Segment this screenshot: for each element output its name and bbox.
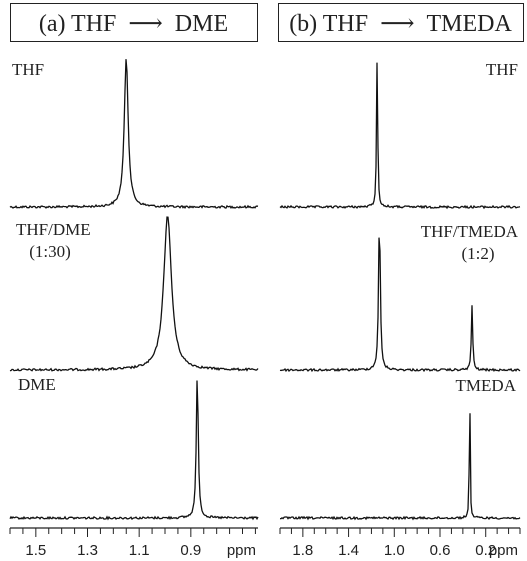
x-tick-label: 0.6: [430, 542, 451, 559]
x-tick-label: 1.0: [384, 542, 405, 559]
panel-title-box: [10, 3, 258, 42]
series-label: (1:2): [461, 244, 494, 263]
panel-title: (b) THF ⟶ TMEDA: [289, 11, 512, 37]
x-tick-label: 1.8: [292, 542, 313, 559]
series-label: THF/TMEDA: [421, 222, 519, 241]
panel-title-box: [278, 3, 524, 42]
spectrum-trace: [9, 59, 259, 209]
spectrum-trace: [279, 62, 521, 210]
x-tick-label: 1.3: [77, 542, 98, 559]
series-label: THF/DME: [16, 220, 91, 239]
spectrum-trace: [279, 413, 521, 521]
panel-title: (a) THF ⟶ DME: [39, 11, 228, 37]
series-label: DME: [18, 375, 56, 394]
series-label: (1:30): [29, 242, 71, 261]
series-label: TMEDA: [456, 376, 517, 395]
spectrum-trace: [279, 237, 521, 373]
series-label: THF: [12, 60, 44, 79]
series-label: THF: [486, 60, 518, 79]
x-tick-label: 0.9: [180, 542, 201, 559]
spectrum-trace: [9, 216, 259, 372]
x-axis-unit: ppm: [489, 542, 518, 559]
x-tick-label: 1.5: [25, 542, 46, 559]
x-axis-unit: ppm: [227, 542, 256, 559]
x-tick-label: 0.2: [475, 542, 496, 559]
spectrum-trace: [9, 380, 259, 521]
x-tick-label: 1.1: [129, 542, 150, 559]
x-tick-label: 1.4: [338, 542, 359, 559]
